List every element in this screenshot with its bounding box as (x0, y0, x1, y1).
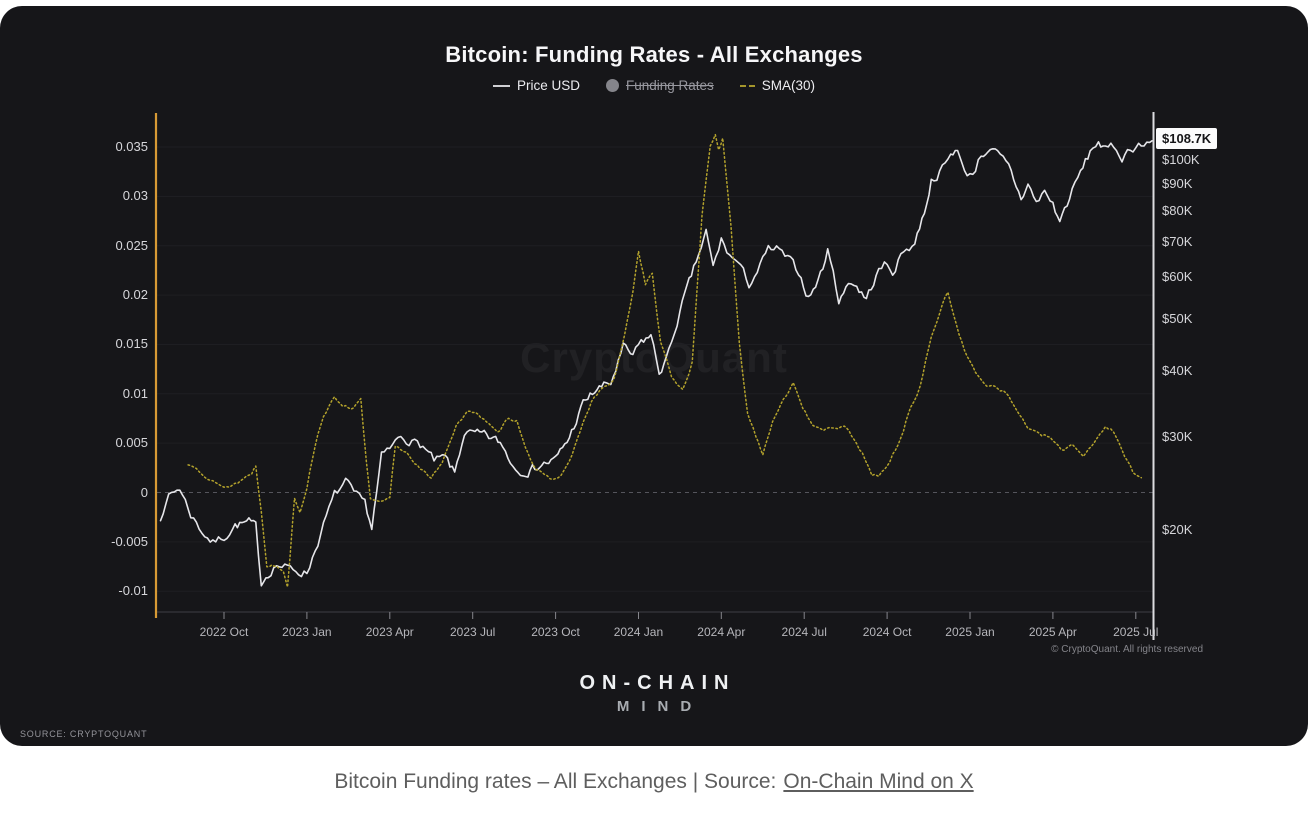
x-tick-2024-jul: 2024 Jul (781, 625, 827, 639)
legend-label-sma-30-: SMA(30) (761, 78, 816, 93)
brand-line1: ON-CHAIN (579, 672, 736, 694)
x-tick-2025-apr: 2025 Apr (1028, 625, 1077, 639)
x-tick-2022-oct: 2022 Oct (199, 625, 249, 639)
sma30-line (187, 133, 1143, 588)
x-tick-2024-apr: 2024 Apr (697, 625, 746, 639)
brand-logo: ON-CHAIN MIND (0, 672, 1308, 715)
y-left-tick-0.005: 0.005 (115, 435, 148, 451)
price-usd-line (159, 140, 1153, 587)
source-label: SOURCE: CRYPTOQUANT (20, 729, 148, 739)
funding-rates-legend-marker-circle-icon (605, 79, 619, 92)
legend-label-funding-rates: Funding Rates (625, 78, 714, 93)
chart-legend: Price USD Funding Rates SMA(30) (0, 78, 1308, 93)
y-right-tick-$20K: $20K (1162, 521, 1193, 537)
y-left-tick-0: 0 (140, 484, 148, 500)
chart-panel (0, 6, 1308, 746)
y-right-tick-$70K: $70K (1162, 233, 1193, 249)
x-tick-2025-jan: 2025 Jan (945, 625, 995, 639)
y-left-tick-0.01: 0.01 (122, 385, 148, 401)
y-left-tick-0.025: 0.025 (115, 237, 148, 253)
y-left-tick-0.035: 0.035 (115, 139, 148, 154)
x-tick-2023-jan: 2023 Jan (282, 625, 332, 639)
x-tick-2023-oct: 2023 Oct (531, 625, 580, 639)
y-right-tick-$50K: $50K (1162, 311, 1193, 327)
legend-item-sma-30-[interactable]: SMA(30) (739, 78, 816, 93)
y-right-tick-$30K: $30K (1162, 428, 1193, 444)
caption: Bitcoin Funding rates – All Exchanges | … (0, 746, 1308, 818)
y-left-tick-0.02: 0.02 (122, 287, 148, 303)
price-usd-legend-marker-line-icon (492, 84, 510, 87)
x-tick-2025-jul: 2025 Jul (1113, 625, 1159, 639)
y-left-tick--0.005: -0.005 (111, 533, 148, 549)
y-left-tick-0.03: 0.03 (122, 188, 148, 204)
y-right-tick-$100K: $100K (1162, 152, 1200, 167)
caption-link[interactable]: On-Chain Mind on X (783, 770, 974, 793)
last-price-tag: $108.7K (1156, 128, 1218, 149)
y-left-tick--0.01: -0.01 (118, 583, 148, 599)
y-right-tick-$90K: $90K (1162, 176, 1193, 192)
x-tick-2023-apr: 2023 Apr (365, 625, 414, 639)
legend-label-price-usd: Price USD (516, 78, 580, 93)
y-left-tick-0.015: 0.015 (115, 336, 148, 352)
x-tick-2024-jan: 2024 Jan (613, 625, 664, 639)
y-right-tick-$60K: $60K (1162, 269, 1193, 285)
chart-title: Bitcoin: Funding Rates - All Exchanges (445, 42, 863, 67)
legend-item-price-usd[interactable]: Price USD (492, 78, 580, 93)
legend-item-funding-rates[interactable]: Funding Rates (605, 78, 714, 93)
copyright-note: © CryptoQuant. All rights reserved (1051, 644, 1203, 655)
brand-line2: MIND (616, 698, 704, 715)
x-tick-2024-oct: 2024 Oct (862, 625, 912, 639)
y-right-tick-$80K: $80K (1162, 203, 1193, 219)
y-right-tick-$40K: $40K (1162, 362, 1193, 378)
caption-text: Bitcoin Funding rates – All Exchanges | … (334, 770, 777, 793)
sma-30--legend-marker-dashes-icon (739, 84, 755, 87)
x-tick-2023-jul: 2023 Jul (449, 625, 496, 639)
